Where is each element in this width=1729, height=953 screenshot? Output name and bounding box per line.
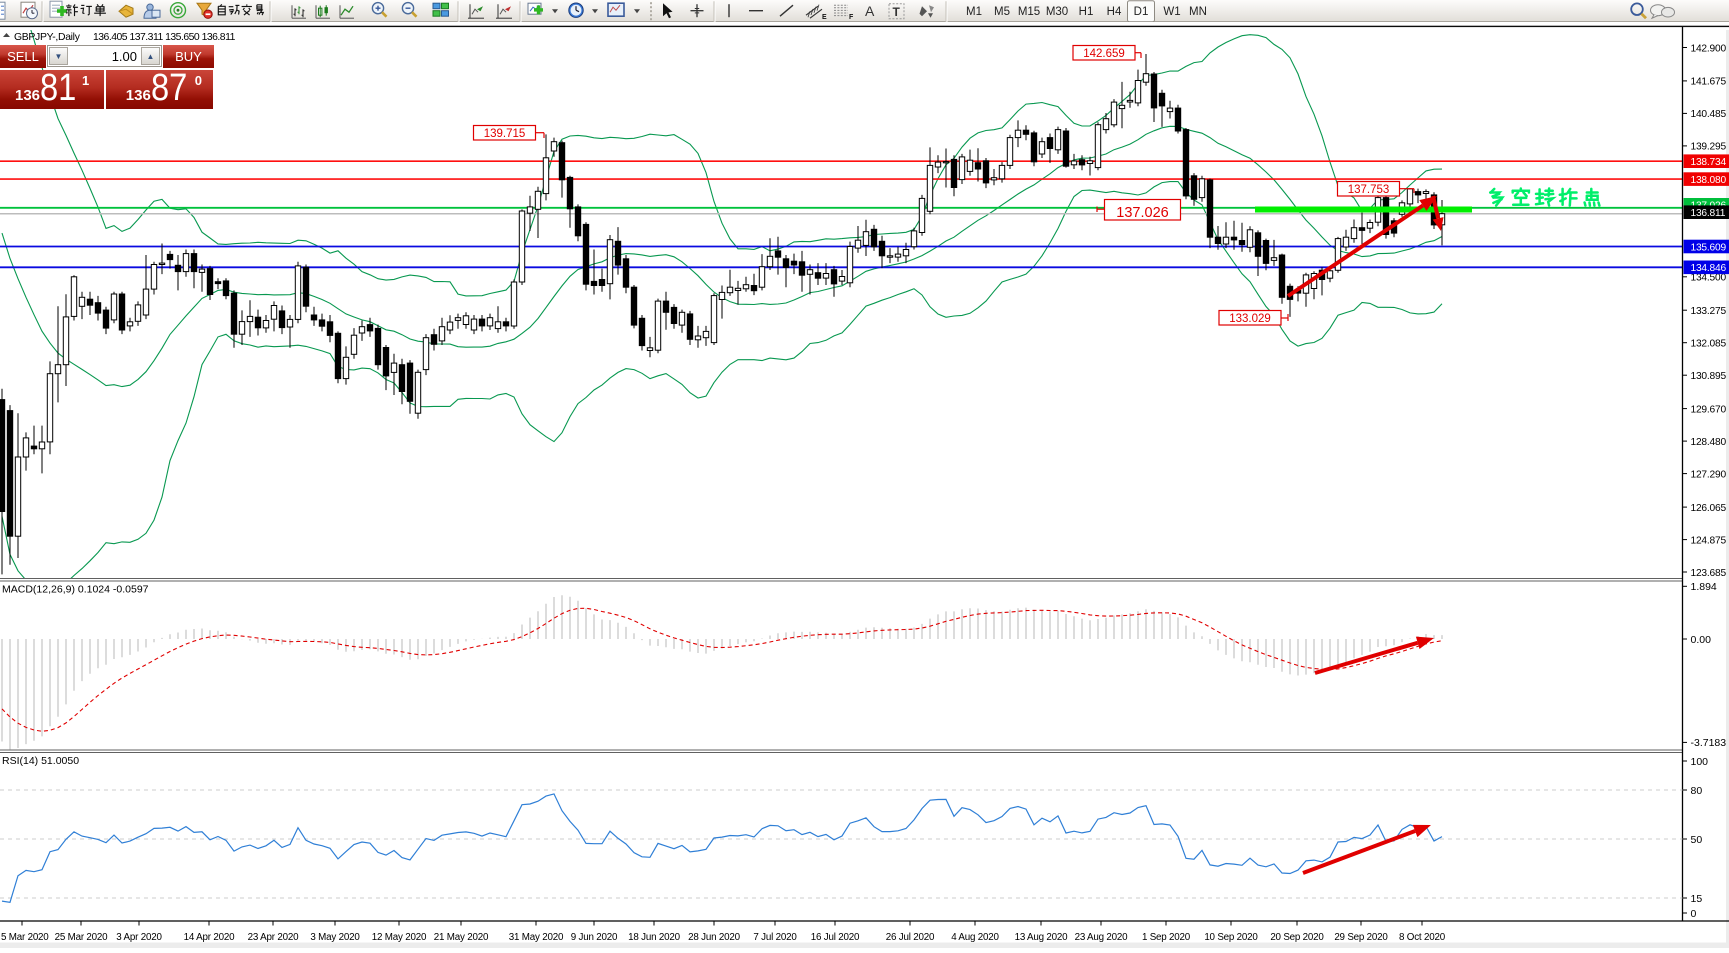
svg-text:100: 100: [1691, 756, 1709, 768]
svg-text:123.685: 123.685: [1691, 568, 1727, 579]
svg-text:1 Sep 2020: 1 Sep 2020: [1142, 932, 1191, 943]
svg-text:7 Jul 2020: 7 Jul 2020: [753, 932, 797, 943]
svg-text:134.846: 134.846: [1691, 263, 1727, 274]
svg-text:28 Jun 2020: 28 Jun 2020: [688, 932, 740, 943]
svg-text:29 Sep 2020: 29 Sep 2020: [1334, 932, 1388, 943]
svg-text:GBPJPY-,Daily: GBPJPY-,Daily: [14, 32, 81, 43]
svg-text:80: 80: [1691, 785, 1703, 797]
svg-text:T: T: [893, 5, 901, 19]
svg-text:50: 50: [1691, 834, 1703, 846]
svg-text:18 Jun 2020: 18 Jun 2020: [628, 932, 680, 943]
svg-text:M15: M15: [1018, 6, 1040, 18]
svg-text:139.295: 139.295: [1691, 142, 1727, 153]
svg-text:137.753: 137.753: [1348, 184, 1390, 196]
svg-text:10 Sep 2020: 10 Sep 2020: [1204, 932, 1258, 943]
svg-text:M1: M1: [966, 6, 982, 18]
svg-text:141.675: 141.675: [1691, 77, 1727, 88]
svg-text:W1: W1: [1163, 6, 1180, 18]
svg-text:16 Jul 2020: 16 Jul 2020: [811, 932, 860, 943]
svg-text:-3.7183: -3.7183: [1691, 737, 1727, 749]
svg-text:132.085: 132.085: [1691, 339, 1727, 350]
svg-text:142.900: 142.900: [1691, 43, 1727, 54]
svg-text:135.609: 135.609: [1691, 242, 1727, 253]
svg-text:13 Aug 2020: 13 Aug 2020: [1015, 932, 1069, 943]
svg-text:E: E: [822, 14, 827, 21]
svg-text:D1: D1: [1134, 6, 1149, 18]
svg-text:133.029: 133.029: [1229, 313, 1271, 325]
svg-text:14 Apr 2020: 14 Apr 2020: [184, 932, 235, 943]
svg-text:137.026: 137.026: [1116, 205, 1168, 221]
svg-text:136.811: 136.811: [1691, 208, 1726, 219]
svg-text:142.659: 142.659: [1083, 48, 1125, 60]
svg-text:138.080: 138.080: [1691, 175, 1727, 186]
svg-text:9 Jun 2020: 9 Jun 2020: [571, 932, 618, 943]
svg-text:133.275: 133.275: [1691, 306, 1727, 317]
svg-text:3 May 2020: 3 May 2020: [310, 932, 360, 943]
svg-text:4 Aug 2020: 4 Aug 2020: [951, 932, 999, 943]
svg-text:12 May 2020: 12 May 2020: [372, 932, 427, 943]
svg-text:3 Apr 2020: 3 Apr 2020: [116, 932, 162, 943]
svg-text:31 May 2020: 31 May 2020: [509, 932, 564, 943]
svg-text:127.290: 127.290: [1691, 469, 1727, 480]
svg-text:25 Mar 2020: 25 Mar 2020: [55, 932, 109, 943]
svg-text:M30: M30: [1046, 6, 1068, 18]
svg-text:23 Apr 2020: 23 Apr 2020: [248, 932, 299, 943]
svg-text:126.065: 126.065: [1691, 503, 1727, 514]
svg-text:8 Oct 2020: 8 Oct 2020: [1399, 932, 1446, 943]
svg-text:21 May 2020: 21 May 2020: [434, 932, 489, 943]
svg-text:RSI(14) 51.0050: RSI(14) 51.0050: [2, 755, 79, 767]
svg-text:A: A: [865, 3, 875, 19]
svg-text:124.875: 124.875: [1691, 535, 1727, 546]
svg-text:H4: H4: [1107, 6, 1122, 18]
svg-text:23 Aug 2020: 23 Aug 2020: [1075, 932, 1129, 943]
svg-text:138.734: 138.734: [1691, 157, 1727, 168]
svg-text:128.480: 128.480: [1691, 437, 1727, 448]
svg-text:20 Sep 2020: 20 Sep 2020: [1270, 932, 1324, 943]
svg-text:0: 0: [1691, 908, 1697, 920]
svg-text:1.894: 1.894: [1691, 581, 1717, 593]
svg-text:130.895: 130.895: [1691, 371, 1727, 382]
svg-text:MN: MN: [1189, 6, 1207, 18]
svg-text:136.405 137.311 135.650 136.81: 136.405 137.311 135.650 136.811: [93, 32, 236, 43]
svg-text:MACD(12,26,9) 0.1024 -0.0597: MACD(12,26,9) 0.1024 -0.0597: [2, 584, 149, 596]
svg-text:H1: H1: [1079, 6, 1094, 18]
svg-text:F: F: [849, 14, 854, 21]
svg-text:5 Mar 2020: 5 Mar 2020: [1, 932, 49, 943]
svg-text:140.485: 140.485: [1691, 109, 1727, 120]
svg-text:M5: M5: [994, 6, 1010, 18]
svg-text:134.500: 134.500: [1691, 273, 1727, 284]
svg-text:139.715: 139.715: [484, 128, 526, 140]
svg-text:26 Jul 2020: 26 Jul 2020: [886, 932, 935, 943]
svg-text:0.00: 0.00: [1691, 634, 1712, 646]
svg-text:15: 15: [1691, 893, 1703, 905]
svg-text:129.670: 129.670: [1691, 404, 1727, 415]
